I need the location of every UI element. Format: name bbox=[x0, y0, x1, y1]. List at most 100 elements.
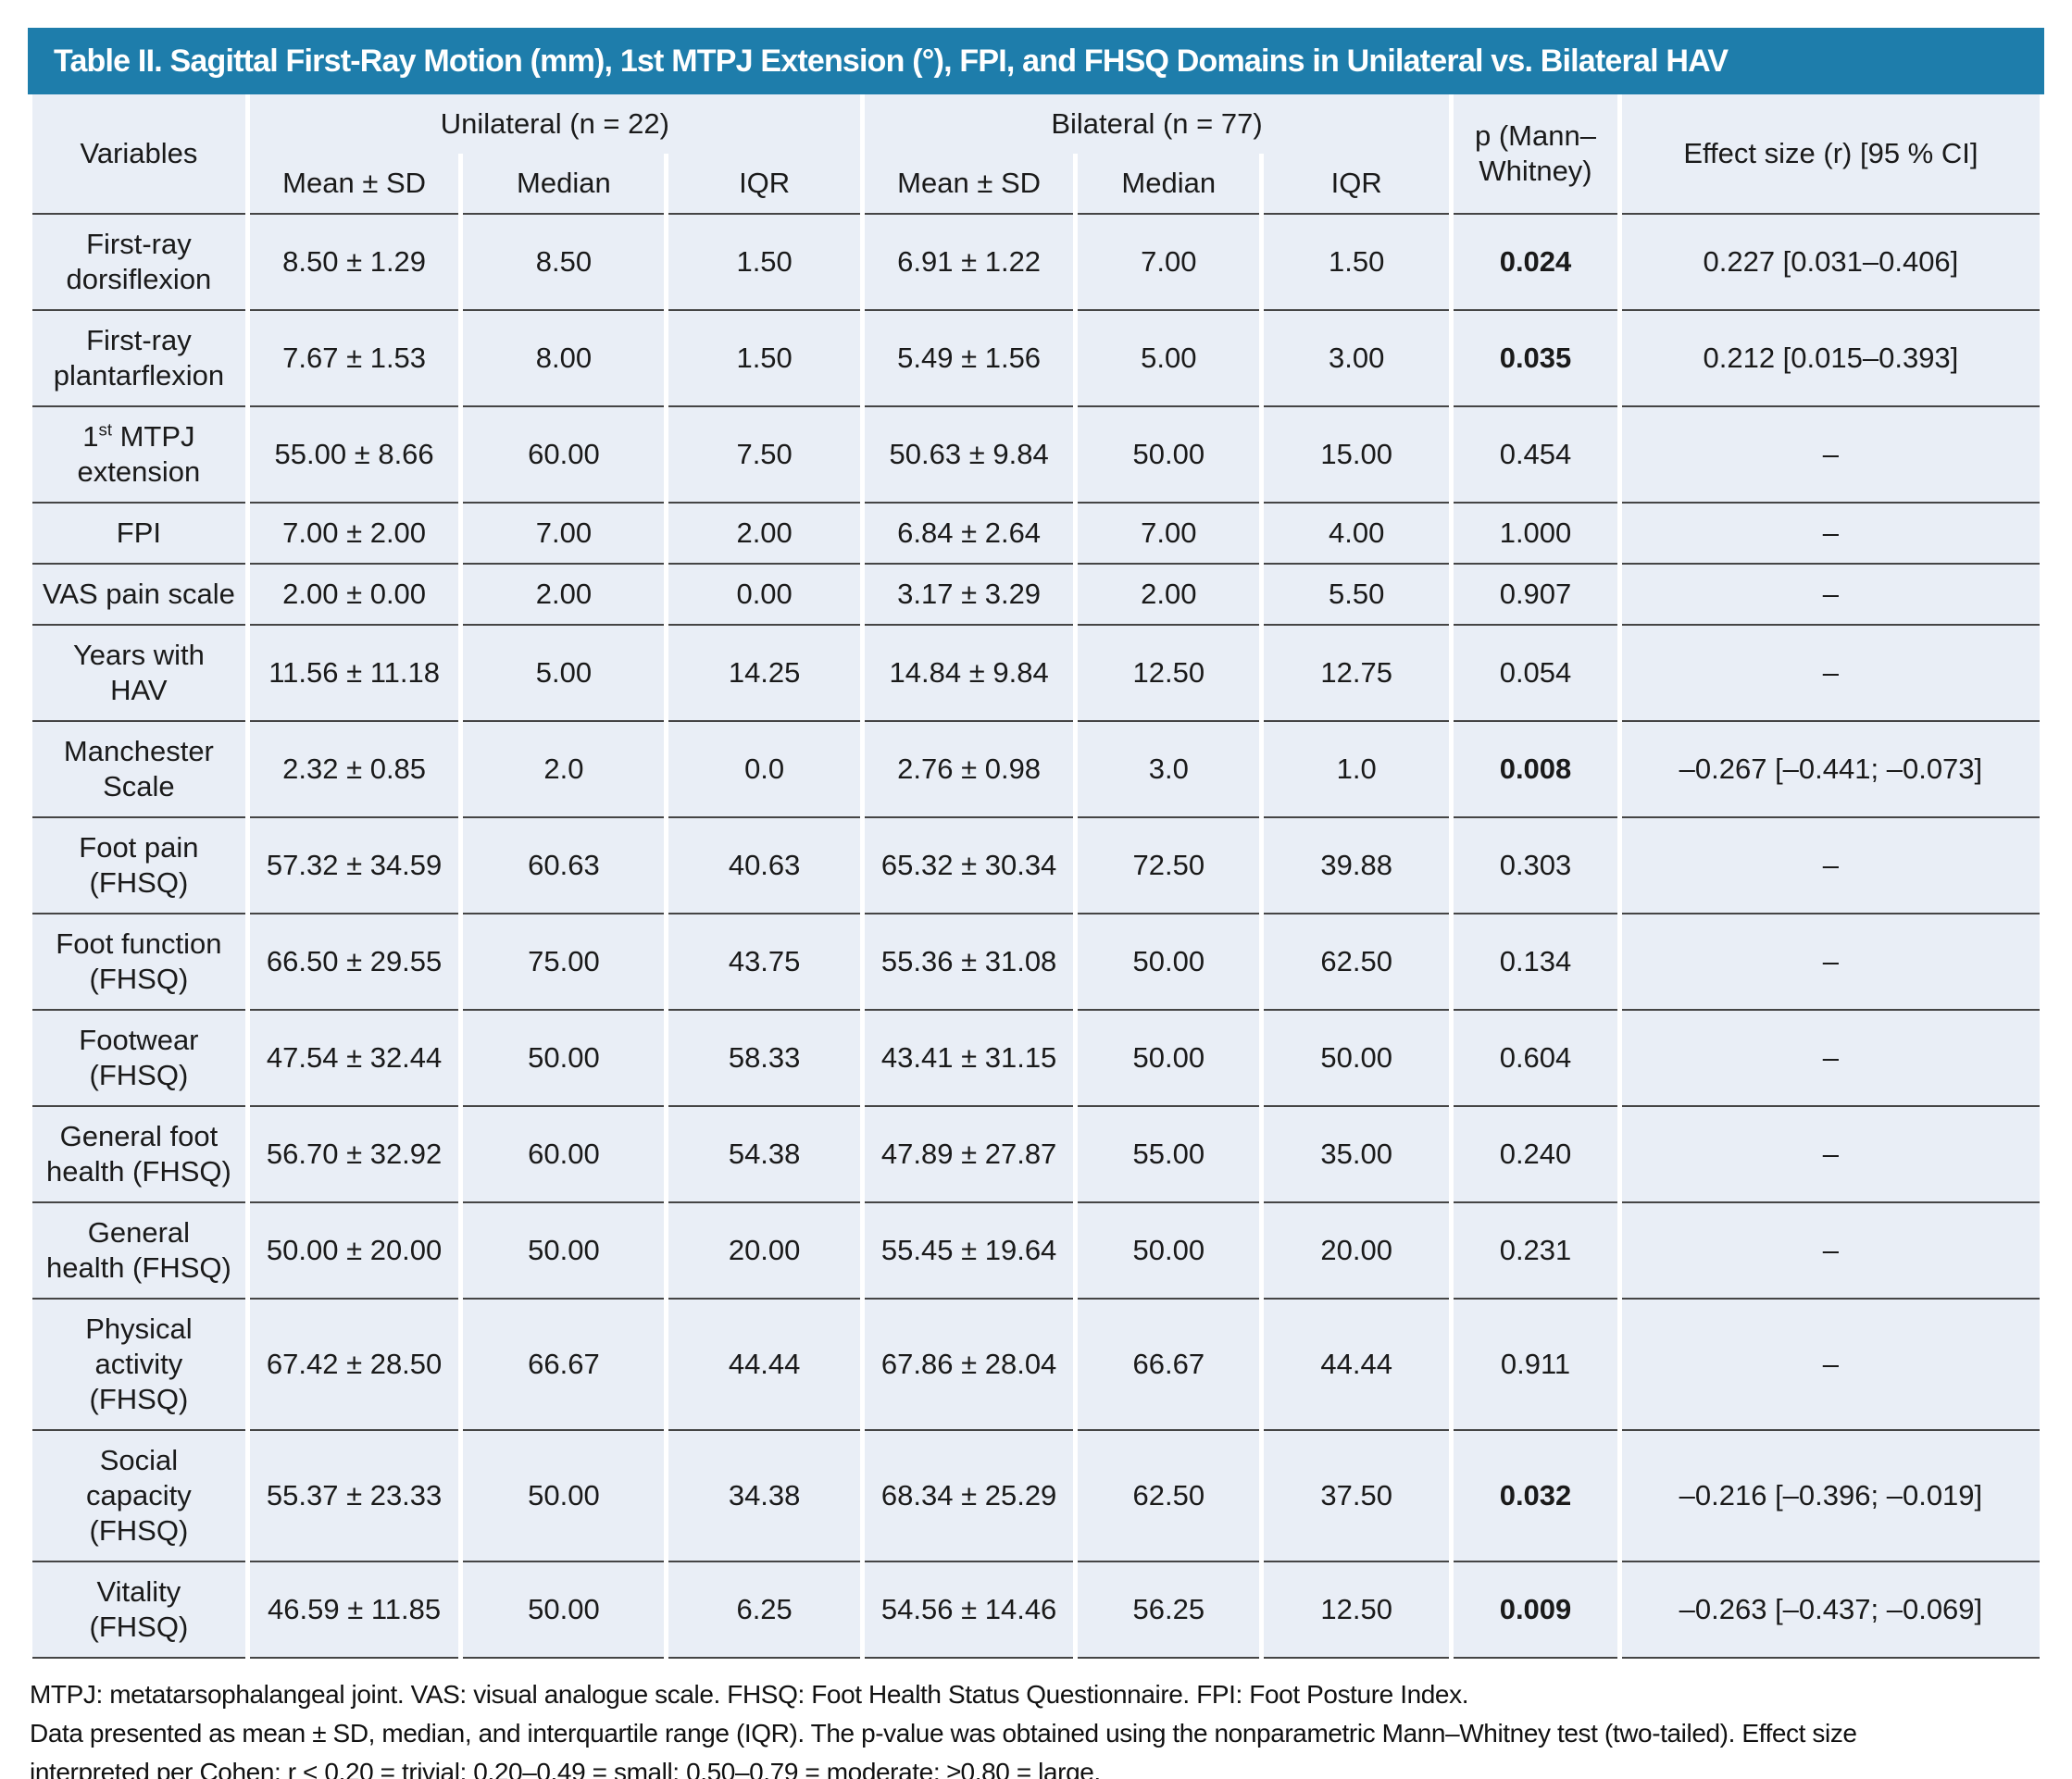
cell-u-iqr: 2.00 bbox=[668, 504, 860, 565]
header-median-bilateral: Median bbox=[1078, 154, 1260, 215]
cell-effect: 0.212 [0.015–0.393] bbox=[1621, 311, 2040, 407]
table-row: Manchester Scale 2.32 ± 0.85 2.0 0.0 2.76 ± … bbox=[32, 722, 2040, 818]
header-effect-size: Effect size (r) [95 % CI] bbox=[1621, 94, 2040, 215]
cell-b-iqr: 3.00 bbox=[1264, 311, 1450, 407]
cell-b-iqr: 37.50 bbox=[1264, 1431, 1450, 1562]
cell-u-iqr: 34.38 bbox=[668, 1431, 860, 1562]
cell-u-mean-sd: 66.50 ± 29.55 bbox=[249, 914, 459, 1011]
cell-u-median: 5.00 bbox=[463, 626, 665, 722]
variable-label: Manchester Scale bbox=[32, 722, 245, 818]
table-row: VAS pain scale 2.00 ± 0.00 2.00 0.00 3.17 ± … bbox=[32, 565, 2040, 626]
cell-u-iqr: 0.00 bbox=[668, 565, 860, 626]
header-iqr-unilateral: IQR bbox=[668, 154, 860, 215]
cell-b-iqr: 12.50 bbox=[1264, 1562, 1450, 1659]
cell-effect: – bbox=[1621, 1300, 2040, 1431]
header-mean-sd-unilateral: Mean ± SD bbox=[249, 154, 459, 215]
cell-p: 0.303 bbox=[1454, 818, 1617, 914]
table-header: Variables Unilateral (n = 22) Bilateral … bbox=[32, 94, 2040, 215]
variable-label: Social capacity (FHSQ) bbox=[32, 1431, 245, 1562]
cell-effect: – bbox=[1621, 1011, 2040, 1107]
cell-p: 0.604 bbox=[1454, 1011, 1617, 1107]
cell-u-mean-sd: 7.67 ± 1.53 bbox=[249, 311, 459, 407]
cell-p: 0.024 bbox=[1454, 215, 1617, 311]
cell-p: 0.454 bbox=[1454, 407, 1617, 504]
cell-b-mean-sd: 54.56 ± 14.46 bbox=[864, 1562, 1074, 1659]
cell-u-mean-sd: 56.70 ± 32.92 bbox=[249, 1107, 459, 1203]
cell-b-iqr: 4.00 bbox=[1264, 504, 1450, 565]
cell-u-mean-sd: 55.37 ± 23.33 bbox=[249, 1431, 459, 1562]
variable-label: Years with HAV bbox=[32, 626, 245, 722]
cell-b-iqr: 15.00 bbox=[1264, 407, 1450, 504]
table-row: Foot function (FHSQ) 66.50 ± 29.55 75.00 43… bbox=[32, 914, 2040, 1011]
data-table: Variables Unilateral (n = 22) Bilateral … bbox=[28, 94, 2044, 1659]
cell-u-median: 60.63 bbox=[463, 818, 665, 914]
cell-u-mean-sd: 7.00 ± 2.00 bbox=[249, 504, 459, 565]
cell-u-median: 60.00 bbox=[463, 407, 665, 504]
cell-p: 0.134 bbox=[1454, 914, 1617, 1011]
cell-p: 0.907 bbox=[1454, 565, 1617, 626]
cell-b-median: 5.00 bbox=[1078, 311, 1260, 407]
cell-p: 0.231 bbox=[1454, 1203, 1617, 1300]
cell-u-iqr: 20.00 bbox=[668, 1203, 860, 1300]
cell-u-iqr: 7.50 bbox=[668, 407, 860, 504]
cell-u-median: 50.00 bbox=[463, 1431, 665, 1562]
cell-u-mean-sd: 11.56 ± 11.18 bbox=[249, 626, 459, 722]
cell-b-mean-sd: 67.86 ± 28.04 bbox=[864, 1300, 1074, 1431]
cell-effect: –0.216 [–0.396; –0.019] bbox=[1621, 1431, 2040, 1562]
cell-u-iqr: 14.25 bbox=[668, 626, 860, 722]
cell-b-mean-sd: 43.41 ± 31.15 bbox=[864, 1011, 1074, 1107]
variable-label: General foot health (FHSQ) bbox=[32, 1107, 245, 1203]
cell-b-median: 50.00 bbox=[1078, 1011, 1260, 1107]
cell-u-mean-sd: 55.00 ± 8.66 bbox=[249, 407, 459, 504]
cell-u-median: 8.00 bbox=[463, 311, 665, 407]
cell-b-mean-sd: 6.91 ± 1.22 bbox=[864, 215, 1074, 311]
header-group-row: Variables Unilateral (n = 22) Bilateral … bbox=[32, 94, 2040, 215]
header-p-value: p (Mann– Whitney) bbox=[1454, 94, 1617, 215]
cell-p: 0.035 bbox=[1454, 311, 1617, 407]
cell-u-iqr: 43.75 bbox=[668, 914, 860, 1011]
cell-b-iqr: 35.00 bbox=[1264, 1107, 1450, 1203]
variable-label: First-ray plantarflexion bbox=[32, 311, 245, 407]
cell-b-iqr: 50.00 bbox=[1264, 1011, 1450, 1107]
cell-u-iqr: 58.33 bbox=[668, 1011, 860, 1107]
cell-u-mean-sd: 2.00 ± 0.00 bbox=[249, 565, 459, 626]
cell-b-mean-sd: 55.36 ± 31.08 bbox=[864, 914, 1074, 1011]
cell-b-iqr: 12.75 bbox=[1264, 626, 1450, 722]
cell-p: 1.000 bbox=[1454, 504, 1617, 565]
cell-effect: – bbox=[1621, 1203, 2040, 1300]
table-title: Table II. Sagittal First-Ray Motion (mm)… bbox=[54, 43, 1729, 79]
table-row: First-ray dorsiflexion 8.50 ± 1.29 8.50 1.5… bbox=[32, 215, 2040, 311]
variable-label: First-ray dorsiflexion bbox=[32, 215, 245, 311]
table-title-bar: Table II. Sagittal First-Ray Motion (mm)… bbox=[28, 28, 2044, 94]
cell-effect: – bbox=[1621, 565, 2040, 626]
cell-u-median: 7.00 bbox=[463, 504, 665, 565]
cell-effect: –0.263 [–0.437; –0.069] bbox=[1621, 1562, 2040, 1659]
cell-u-iqr: 1.50 bbox=[668, 311, 860, 407]
cell-p: 0.911 bbox=[1454, 1300, 1617, 1431]
table-row: Foot pain (FHSQ) 57.32 ± 34.59 60.63 40.63 6… bbox=[32, 818, 2040, 914]
variable-label: Foot function (FHSQ) bbox=[32, 914, 245, 1011]
cell-u-mean-sd: 2.32 ± 0.85 bbox=[249, 722, 459, 818]
cell-b-mean-sd: 55.45 ± 19.64 bbox=[864, 1203, 1074, 1300]
cell-u-iqr: 0.0 bbox=[668, 722, 860, 818]
cell-effect: – bbox=[1621, 1107, 2040, 1203]
cell-b-mean-sd: 2.76 ± 0.98 bbox=[864, 722, 1074, 818]
header-median-unilateral: Median bbox=[463, 154, 665, 215]
cell-b-mean-sd: 5.49 ± 1.56 bbox=[864, 311, 1074, 407]
cell-b-median: 56.25 bbox=[1078, 1562, 1260, 1659]
cell-u-median: 60.00 bbox=[463, 1107, 665, 1203]
table-row: General health (FHSQ) 50.00 ± 20.00 50.00 2… bbox=[32, 1203, 2040, 1300]
cell-u-iqr: 40.63 bbox=[668, 818, 860, 914]
cell-b-median: 7.00 bbox=[1078, 215, 1260, 311]
cell-u-median: 50.00 bbox=[463, 1562, 665, 1659]
cell-b-median: 12.50 bbox=[1078, 626, 1260, 722]
table-row: Years with HAV 11.56 ± 11.18 5.00 14.25 14.8… bbox=[32, 626, 2040, 722]
footnote-methods: Data presented as mean ± SD, median, and… bbox=[30, 1719, 1857, 1748]
cell-effect: – bbox=[1621, 818, 2040, 914]
table-row: Physical activity (FHSQ) 67.42 ± 28.50 66.… bbox=[32, 1300, 2040, 1431]
variable-label: FPI bbox=[32, 504, 245, 565]
header-bilateral-group: Bilateral (n = 77) bbox=[864, 94, 1450, 154]
cell-effect: – bbox=[1621, 504, 2040, 565]
cell-u-median: 8.50 bbox=[463, 215, 665, 311]
